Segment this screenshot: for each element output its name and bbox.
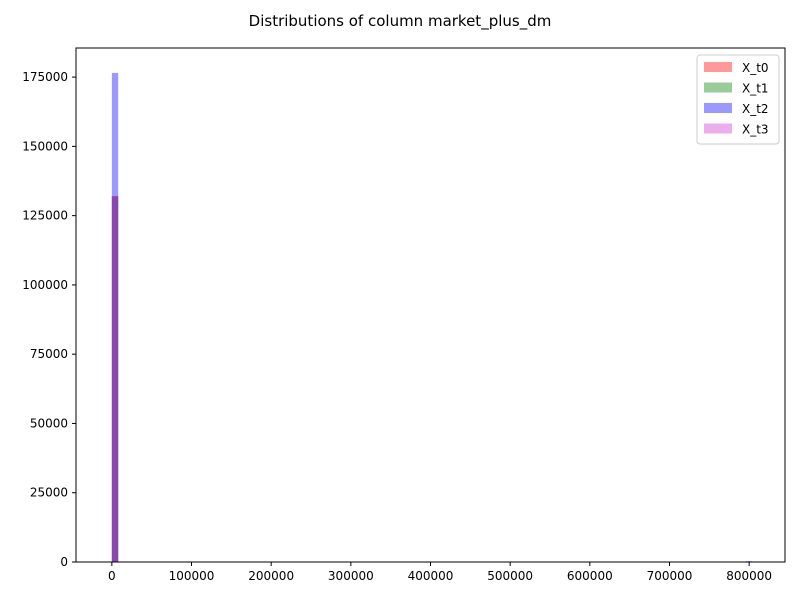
y-tick-label: 50000 [30, 416, 68, 430]
y-axis: 0 25000 50000 75000 100000 125000 150000 175000 [22, 70, 76, 569]
y-tick-label: 25000 [30, 486, 68, 500]
chart-title: Distributions of column market_plus_dm [249, 12, 552, 31]
legend-swatch-x-t3 [704, 123, 732, 134]
x-tick-label: 200000 [248, 569, 294, 583]
x-tick-label: 700000 [647, 569, 693, 583]
histogram-bar-x-t3-0 [111, 196, 119, 562]
legend-label: X_t0 [742, 61, 769, 75]
legend: X_t0 X_t1 X_t2 X_t3 [696, 54, 780, 145]
histogram-bar-x-t1-0 [111, 196, 119, 562]
y-tick-label: 125000 [22, 209, 68, 223]
legend-swatch-x-t0 [704, 62, 732, 72]
plot-background [76, 48, 785, 562]
histogram-bar-x-t2-0 [111, 72, 119, 563]
x-tick-label: 400000 [408, 569, 454, 583]
legend-label: X_t3 [742, 123, 769, 137]
y-tick-label: 100000 [22, 278, 68, 292]
y-tick-label: 175000 [22, 70, 68, 84]
legend-label: X_t2 [742, 102, 769, 116]
legend-label: X_t1 [742, 82, 769, 96]
y-tick-label: 150000 [22, 139, 68, 153]
x-tick-label: 0 [108, 569, 116, 583]
legend-swatch-x-t1 [704, 82, 732, 93]
x-tick-label: 800000 [726, 569, 772, 583]
histogram-bar-x-t0-0 [111, 196, 119, 562]
y-tick-label: 0 [60, 555, 68, 569]
x-tick-label: 600000 [567, 569, 613, 583]
x-tick-label: 300000 [328, 569, 374, 583]
x-tick-label: 100000 [169, 569, 215, 583]
plot-area [75, 47, 786, 563]
legend-swatch-x-t2 [704, 103, 732, 113]
x-tick-label: 500000 [487, 569, 533, 583]
y-tick-label: 75000 [30, 347, 68, 361]
legend-frame [696, 54, 780, 145]
x-axis: 0 100000 200000 300000 400000 500000 600000 700… [108, 562, 772, 583]
legend-entries: X_t0 X_t1 X_t2 X_t3 [704, 61, 769, 137]
